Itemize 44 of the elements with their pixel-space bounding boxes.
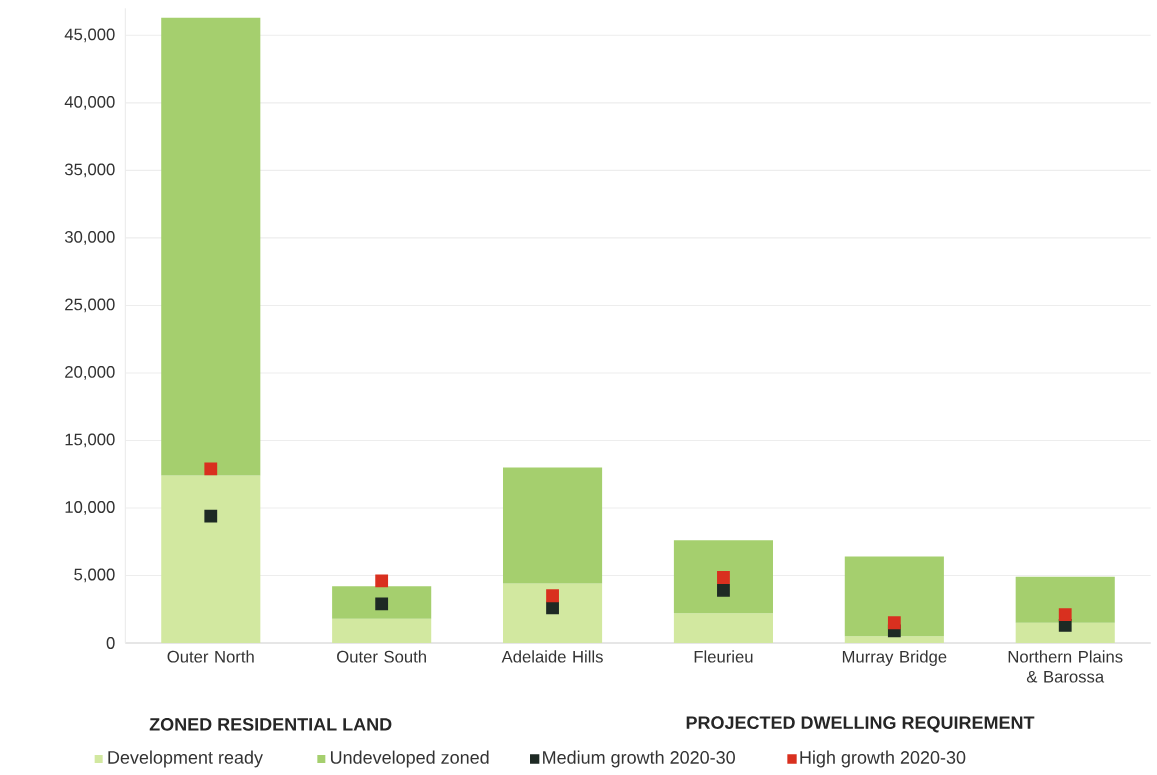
y-tick-label: 35,000 (64, 163, 115, 178)
point (204, 509, 218, 523)
point (546, 589, 559, 603)
bar (332, 586, 432, 619)
y-tick-label: 20,000 (65, 366, 115, 380)
point (717, 583, 730, 597)
y-tick-label: 15,000 (65, 433, 115, 448)
x-tick-label: Murray Bridge (842, 650, 947, 666)
y-tick-label: 5,000 (74, 568, 115, 583)
x-tick-label: Outer South (337, 650, 426, 663)
bar (503, 583, 603, 643)
x-tick-label: Outer North (167, 650, 254, 663)
text: ZONED RESIDENTIAL LAND (149, 717, 392, 731)
legend-label: Medium growth 2020-30 (543, 750, 735, 768)
bar (1015, 576, 1115, 623)
x-tick-label: Adelaide Hills (501, 650, 603, 663)
point (717, 571, 730, 584)
point (1058, 608, 1072, 622)
bar (161, 17, 261, 476)
point (375, 597, 389, 611)
legend-label: Undeveloped zoned (330, 750, 489, 768)
point (887, 616, 901, 630)
bar (503, 467, 603, 584)
text: PROJECTED DWELLING REQUIREMENT (686, 716, 1035, 733)
bar (844, 636, 944, 643)
legend-label: Development ready (108, 750, 263, 768)
point (204, 462, 218, 476)
y-tick-label: 0 (106, 637, 115, 649)
point (546, 601, 559, 615)
y-tick-label: 25,000 (65, 298, 115, 313)
bar (161, 475, 261, 643)
bar (844, 556, 944, 637)
y-tick-label: 45,000 (64, 28, 115, 43)
y-tick-label: 10,000 (65, 501, 115, 515)
y-tick-label: 30,000 (64, 231, 115, 245)
bar (332, 618, 432, 643)
bar (1015, 622, 1115, 643)
bar (673, 613, 774, 643)
y-tick-label: 40,000 (64, 95, 115, 110)
x-tick-label: Fleurieu (694, 650, 753, 663)
bar (673, 540, 774, 614)
legend-label: High growth 2020-30 (800, 750, 966, 768)
point (375, 574, 389, 588)
x-tick-label: Northern Plains & Barossa (1008, 650, 1123, 683)
